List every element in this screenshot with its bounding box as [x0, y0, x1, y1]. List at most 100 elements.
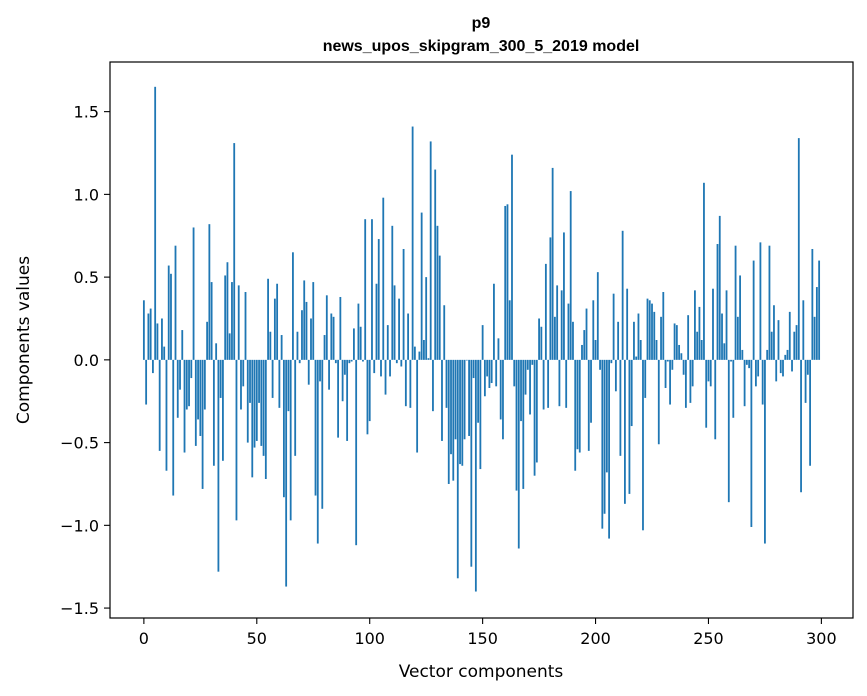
bar [190, 359, 193, 379]
bar [156, 323, 159, 360]
x-tick-label: 200 [580, 629, 611, 648]
bar [590, 359, 592, 423]
bar [761, 359, 764, 405]
bar [791, 359, 793, 372]
bar [540, 326, 543, 360]
bar [493, 283, 495, 360]
bar [199, 359, 202, 436]
bar [443, 305, 446, 360]
bar [181, 330, 184, 360]
bar [264, 359, 267, 479]
bar [341, 359, 344, 402]
bar [569, 191, 572, 360]
bar [520, 359, 522, 422]
bar [718, 215, 721, 360]
bar [624, 359, 626, 504]
x-axis-label: Vector components [399, 662, 564, 682]
bar [224, 275, 227, 360]
bar [666, 359, 669, 362]
bar [752, 260, 755, 360]
bar [203, 359, 206, 410]
bar [565, 359, 568, 408]
bar [454, 359, 457, 440]
bar [167, 265, 170, 360]
bar [694, 290, 696, 360]
x-axis-ticks: 0 50 100 150 200 250 300 [139, 618, 837, 648]
bar [782, 359, 784, 377]
bar [506, 204, 509, 360]
x-tick-label: 250 [693, 629, 724, 648]
bar [773, 305, 775, 360]
bar [355, 359, 358, 546]
bar [353, 328, 355, 360]
bar [330, 313, 333, 360]
bar [447, 359, 450, 484]
bar [346, 359, 349, 441]
bar [682, 359, 685, 375]
bar [712, 288, 714, 360]
y-tick-label: −0.5 [60, 434, 99, 453]
bar [655, 340, 658, 360]
bar [339, 296, 342, 360]
bar [680, 353, 683, 360]
bar [273, 298, 276, 360]
x-tick-label: 100 [354, 629, 385, 648]
x-tick-label: 300 [806, 629, 837, 648]
bar [235, 359, 238, 521]
x-tick-label: 150 [467, 629, 498, 648]
bar [452, 359, 455, 481]
bar [664, 359, 667, 388]
bar [617, 321, 620, 360]
bar [743, 359, 746, 407]
bar [231, 282, 233, 360]
bar [529, 359, 531, 415]
bar [802, 300, 805, 360]
bar [194, 359, 197, 446]
bar [386, 325, 389, 360]
bar [531, 359, 534, 365]
bar [687, 315, 690, 360]
bar [375, 283, 378, 360]
bar [269, 331, 272, 360]
bar [739, 275, 741, 360]
bar [691, 359, 694, 387]
bar [233, 143, 236, 360]
bar [483, 359, 486, 397]
bar [271, 359, 274, 398]
bar [651, 303, 653, 360]
bar [267, 278, 269, 360]
bar [804, 359, 807, 403]
bar [278, 359, 281, 408]
bar [556, 285, 559, 360]
bar [813, 316, 816, 360]
bar [246, 359, 249, 443]
bar [797, 138, 800, 360]
bar [583, 330, 586, 360]
bar [635, 356, 638, 360]
bar [463, 359, 466, 440]
bar [468, 359, 470, 436]
bar [371, 219, 373, 360]
bar [495, 359, 498, 387]
bar [244, 292, 247, 360]
bar [459, 359, 461, 465]
bar [698, 306, 701, 360]
bar [596, 272, 599, 360]
bar [262, 359, 265, 456]
bar [380, 359, 382, 377]
bar [145, 359, 148, 405]
bar [639, 340, 642, 360]
bar [183, 359, 186, 453]
bar [630, 359, 633, 427]
bar [384, 359, 387, 395]
y-tick-label: 1.0 [74, 185, 99, 204]
bar [249, 359, 251, 403]
bar [328, 359, 330, 390]
bar [436, 225, 439, 360]
bar [323, 335, 326, 360]
bar [547, 359, 550, 408]
bar [786, 349, 789, 360]
bar [608, 359, 610, 539]
bar [282, 359, 285, 498]
bar [393, 285, 396, 360]
